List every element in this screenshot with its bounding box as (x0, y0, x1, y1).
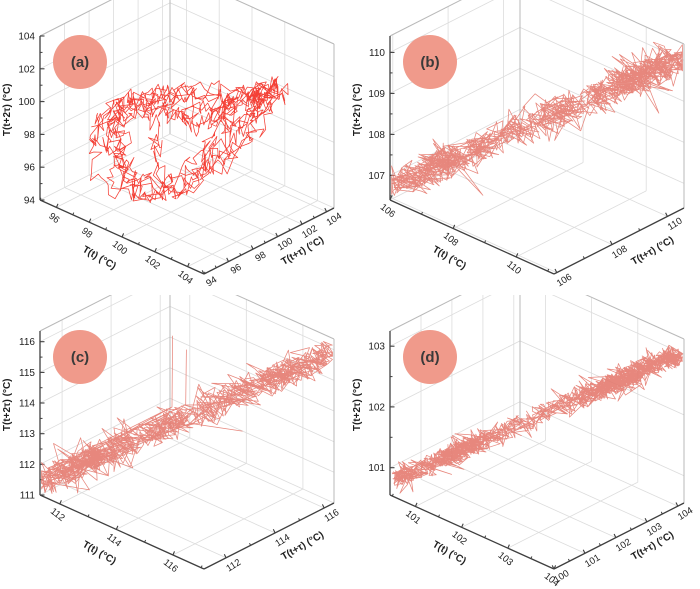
svg-text:T(t+τ) (°C): T(t+τ) (°C) (630, 235, 676, 268)
panel-badge-b: (b) (403, 35, 457, 89)
svg-text:108: 108 (610, 244, 629, 262)
svg-text:110: 110 (369, 48, 385, 59)
svg-text:109: 109 (368, 89, 385, 100)
svg-text:116: 116 (19, 337, 35, 348)
svg-text:102: 102 (450, 529, 469, 547)
svg-text:98: 98 (24, 130, 36, 141)
svg-text:112: 112 (19, 460, 35, 471)
svg-text:103: 103 (496, 550, 515, 568)
panel-b: 107 108 109 110 106 108 110 106 108 110 T(t) (°C) T… (350, 0, 700, 294)
svg-text:98: 98 (253, 250, 268, 265)
svg-text:116: 116 (323, 507, 342, 524)
svg-text:112: 112 (224, 557, 243, 574)
svg-text:111: 111 (20, 491, 36, 502)
svg-text:94: 94 (24, 196, 36, 207)
svg-text:108: 108 (441, 230, 460, 248)
svg-text:94: 94 (204, 274, 219, 289)
svg-text:102: 102 (18, 64, 35, 75)
svg-text:T(t) (°C): T(t) (°C) (430, 244, 467, 272)
plot-3d-b: 107 108 109 110 106 108 110 106 108 110 T(t) (°C) T… (352, 0, 685, 290)
svg-text:102: 102 (368, 402, 385, 413)
svg-text:106: 106 (555, 272, 574, 290)
svg-text:104: 104 (176, 268, 195, 286)
panel-d: 101 102 103 101 102 103 104 100 101 102 103 104 T(t)… (350, 295, 700, 589)
svg-text:T(t+2τ) (°C): T(t+2τ) (°C) (352, 378, 363, 431)
svg-text:100: 100 (110, 239, 129, 257)
svg-text:101: 101 (403, 508, 422, 526)
svg-text:T(t+2τ) (°C): T(t+2τ) (°C) (2, 378, 13, 431)
svg-text:113: 113 (19, 429, 35, 440)
svg-text:102: 102 (143, 254, 162, 272)
svg-text:108: 108 (368, 130, 385, 141)
svg-text:112: 112 (48, 506, 67, 524)
panel-c: 111 112 113 114 115 116 112 114 116 112 114 116 T(t)… (0, 295, 350, 589)
svg-text:101: 101 (583, 552, 602, 570)
svg-text:114: 114 (19, 399, 35, 410)
svg-text:96: 96 (24, 163, 36, 174)
svg-text:T(t+2τ) (°C): T(t+2τ) (°C) (2, 83, 13, 136)
plot-3d-d: 101102103101102103104100101102103104T(t)… (352, 295, 695, 589)
panel-badge-d: (d) (403, 330, 457, 384)
svg-text:107: 107 (368, 171, 385, 182)
svg-text:104: 104 (325, 211, 344, 229)
svg-text:106: 106 (378, 202, 397, 220)
svg-text:110: 110 (666, 216, 685, 233)
svg-text:98: 98 (79, 226, 94, 241)
svg-text:115: 115 (19, 368, 35, 379)
svg-text:104: 104 (18, 32, 35, 43)
panel-badge-a: (a) (53, 35, 107, 89)
svg-text:110: 110 (504, 259, 523, 277)
svg-text:114: 114 (104, 531, 123, 549)
svg-text:101: 101 (368, 463, 385, 474)
panel-badge-c: (c) (53, 330, 107, 384)
svg-text:116: 116 (161, 557, 180, 575)
svg-text:96: 96 (229, 262, 244, 277)
panel-a: 94 96 98 100 102 104 96 98 100 102 104 94 96 98 100 102… (0, 0, 350, 294)
svg-text:T(t+2τ) (°C): T(t+2τ) (°C) (352, 83, 363, 136)
svg-text:104: 104 (676, 505, 695, 523)
svg-text:100: 100 (18, 97, 35, 108)
svg-text:103: 103 (368, 342, 385, 353)
svg-text:96: 96 (46, 211, 61, 226)
